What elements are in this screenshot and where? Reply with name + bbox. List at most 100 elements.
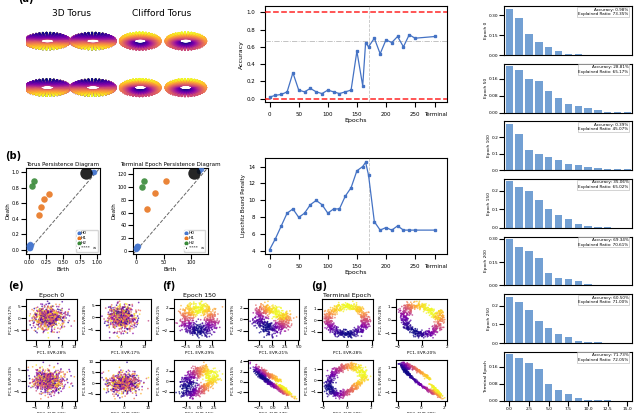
Point [188, 36, 198, 42]
Point [125, 312, 136, 319]
Point [108, 38, 118, 44]
Point [51, 31, 61, 38]
Point [98, 34, 108, 40]
Point [77, 89, 88, 95]
Point [260, 373, 271, 379]
Point [152, 84, 163, 91]
Point [63, 36, 74, 43]
Point [79, 88, 90, 95]
Point [174, 85, 184, 92]
Point [254, 368, 264, 375]
Point [355, 382, 365, 388]
Point [63, 83, 74, 90]
Point [331, 389, 341, 395]
Point [109, 318, 120, 324]
Point [47, 90, 57, 96]
Point [33, 381, 43, 387]
Point [266, 380, 276, 387]
Point [56, 90, 66, 96]
Point [130, 370, 140, 377]
Point [129, 311, 140, 317]
Point [261, 377, 271, 384]
Point [28, 44, 38, 51]
Point [175, 40, 186, 47]
Point [23, 42, 33, 49]
Point [93, 87, 104, 94]
Point [187, 81, 197, 88]
Point [58, 32, 68, 39]
Point [83, 86, 93, 93]
Point [269, 381, 279, 387]
Point [284, 391, 294, 397]
Point [332, 391, 342, 398]
Point [30, 81, 40, 87]
Point [138, 34, 148, 41]
Point [127, 380, 137, 387]
Point [174, 87, 184, 93]
Point [36, 40, 47, 47]
Point [62, 38, 72, 44]
Point [340, 364, 350, 371]
Point [192, 388, 202, 394]
Point [65, 38, 76, 44]
Point [189, 92, 199, 98]
Point [58, 83, 68, 90]
Point [120, 80, 130, 87]
Point [127, 33, 137, 40]
Point [124, 374, 134, 380]
Point [88, 81, 98, 88]
Point [119, 379, 129, 385]
Point [435, 390, 445, 396]
Point [180, 76, 190, 83]
Point [47, 316, 58, 323]
Point [267, 332, 277, 339]
Point [45, 29, 55, 36]
Point [48, 36, 58, 43]
Point [42, 40, 52, 47]
Point [194, 88, 204, 95]
Point [149, 44, 159, 50]
Point [141, 76, 151, 83]
Point [142, 32, 152, 38]
Point [124, 384, 134, 391]
Point [48, 382, 58, 389]
Point [271, 319, 281, 326]
Point [55, 31, 65, 38]
Point [131, 388, 141, 394]
Point [70, 34, 81, 40]
Point [186, 45, 196, 52]
Point [119, 83, 129, 89]
Point [127, 32, 138, 39]
Point [97, 38, 108, 45]
Point [116, 305, 127, 312]
Point [44, 383, 54, 389]
Point [139, 79, 149, 86]
Point [112, 311, 122, 318]
Point [195, 35, 205, 41]
Point [270, 382, 280, 389]
Point [35, 80, 45, 86]
Point [198, 81, 208, 87]
Point [275, 313, 285, 319]
Point [34, 90, 44, 96]
Point [92, 42, 102, 49]
Point [49, 384, 59, 390]
Point [252, 365, 262, 372]
Point [192, 370, 202, 377]
Point [92, 81, 102, 88]
Point [143, 31, 153, 38]
Point [186, 40, 196, 46]
Point [419, 332, 429, 339]
Point [138, 81, 148, 88]
Point [88, 81, 98, 88]
Point [100, 44, 111, 51]
Point [398, 364, 408, 370]
Point [26, 85, 36, 91]
Point [259, 308, 269, 315]
Point [84, 82, 94, 88]
Point [96, 89, 106, 95]
Point [118, 89, 129, 95]
Point [48, 81, 58, 88]
Point [270, 310, 280, 317]
Point [95, 36, 105, 43]
